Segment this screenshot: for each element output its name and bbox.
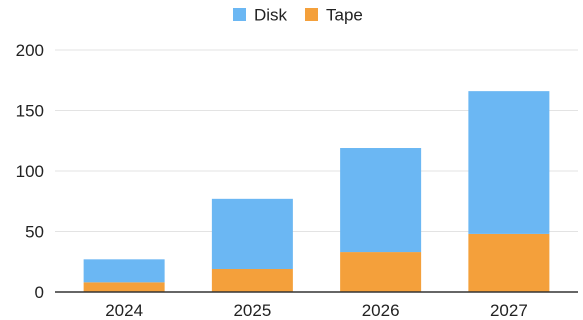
legend-swatch-disk (233, 8, 246, 21)
legend-swatch-tape (305, 8, 318, 21)
bar-tape-2024 (83, 282, 165, 292)
legend-label-disk: Disk (254, 6, 288, 25)
y-tick-label-0: 0 (35, 283, 44, 302)
y-tick-label-50: 50 (25, 223, 44, 242)
x-tick-label-2024: 2024 (105, 301, 143, 320)
bars (83, 91, 550, 292)
y-tick-label-200: 200 (16, 41, 44, 60)
x-tick-label-2027: 2027 (490, 301, 528, 320)
x-tick-label-2026: 2026 (362, 301, 400, 320)
legend: Disk Tape (233, 6, 363, 25)
x-axis-tick-labels: 2024 2025 2026 2027 (105, 301, 528, 320)
y-tick-label-100: 100 (16, 162, 44, 181)
bar-tape-2025 (211, 269, 293, 292)
bar-disk-2027 (468, 91, 550, 234)
bar-tape-2027 (468, 233, 550, 292)
legend-label-tape: Tape (326, 6, 363, 25)
bar-tape-2026 (340, 252, 422, 292)
bar-disk-2026 (340, 148, 422, 253)
y-axis-tick-labels: 0 50 100 150 200 (16, 41, 44, 302)
y-tick-label-150: 150 (16, 102, 44, 121)
x-tick-label-2025: 2025 (233, 301, 271, 320)
bar-disk-2024 (83, 259, 165, 283)
bar-disk-2025 (211, 198, 293, 270)
